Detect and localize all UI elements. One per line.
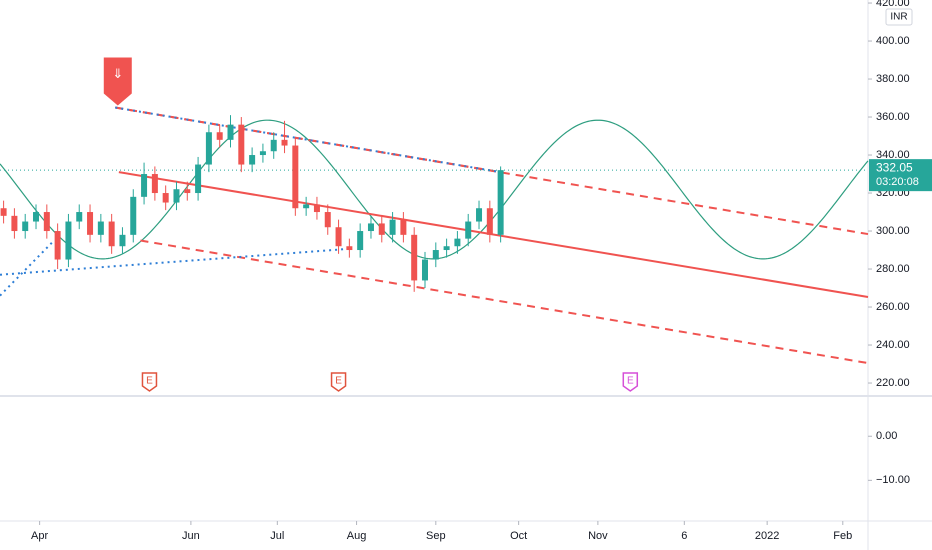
y-tick-label: 420.00	[876, 0, 910, 9]
last-price-box	[869, 159, 932, 192]
x-tick-label: Jul	[270, 530, 284, 542]
candle-body	[497, 170, 504, 235]
event-label: E	[335, 376, 342, 387]
candle-body	[357, 231, 364, 251]
signal-label: ⇓	[112, 66, 123, 81]
candle-body	[292, 145, 299, 209]
event-label: E	[146, 376, 153, 387]
candle-body	[173, 189, 180, 203]
y-tick-label: 400.00	[876, 35, 910, 47]
candle-body	[486, 208, 493, 235]
candle-body	[443, 246, 450, 251]
candle-body	[303, 204, 310, 209]
candle-body	[11, 215, 18, 232]
candle-body	[411, 234, 418, 281]
trend-line	[118, 171, 869, 298]
candle-body	[76, 212, 83, 222]
candle-body	[33, 212, 40, 222]
candle-body	[0, 208, 7, 216]
event-marker	[622, 372, 639, 392]
countdown-label: 03:20:08	[876, 176, 919, 188]
candle-body	[249, 155, 256, 165]
candle-body	[389, 219, 396, 235]
candle-body	[65, 221, 72, 260]
candle-body	[141, 174, 148, 197]
y-tick-label: 380.00	[876, 73, 910, 85]
x-tick-label: 2022	[755, 530, 779, 542]
candle-body	[87, 212, 94, 235]
candle-body	[108, 221, 115, 247]
candle-body	[367, 223, 374, 232]
candle-body	[43, 212, 50, 232]
candle-body	[54, 231, 61, 260]
x-tick-label: Nov	[588, 530, 608, 542]
candle-body	[335, 227, 342, 247]
y2-tick-label: −10.00	[876, 474, 910, 486]
x-tick-label: Aug	[347, 530, 367, 542]
y-tick-label: 300.00	[876, 225, 910, 237]
y-tick-label: 360.00	[876, 111, 910, 123]
candle-body	[432, 250, 439, 260]
y-tick-label: 260.00	[876, 301, 910, 313]
event-marker	[330, 372, 347, 392]
candle-body	[270, 139, 277, 152]
candle-body	[259, 151, 266, 156]
candle-body	[476, 208, 483, 222]
y-tick-label: 340.00	[876, 149, 910, 161]
event-marker	[141, 372, 158, 392]
candle-body	[346, 246, 353, 251]
candle-body	[22, 221, 29, 232]
candle-body	[313, 204, 320, 213]
candle-body	[324, 212, 331, 228]
candle-body	[205, 132, 212, 165]
candle-body	[162, 193, 169, 203]
candle-body	[378, 223, 385, 235]
trend-line	[0, 248, 346, 276]
y-tick-label: 220.00	[876, 377, 910, 389]
candle-body	[227, 124, 234, 140]
candle-body	[400, 219, 407, 235]
y-tick-label: 280.00	[876, 263, 910, 275]
candle-body	[281, 139, 288, 146]
currency: INR	[890, 12, 907, 23]
candle-body	[97, 221, 104, 235]
candle-body	[130, 196, 137, 235]
x-tick-label: Feb	[833, 530, 852, 542]
x-tick-label: 6	[681, 530, 687, 542]
candle-body	[151, 174, 158, 194]
y-tick-label: 240.00	[876, 339, 910, 351]
trend-line	[0, 239, 55, 297]
candle-body	[184, 189, 191, 194]
candle-body	[238, 124, 245, 165]
candle-body	[421, 259, 428, 281]
y2-tick-label: 0.00	[876, 430, 897, 442]
candle-body	[465, 221, 472, 239]
trend-line	[115, 106, 501, 174]
last-price-label: 332.05	[876, 160, 913, 174]
candle-body	[454, 238, 461, 247]
x-tick-label: Jun	[182, 530, 200, 542]
x-tick-label: Sep	[426, 530, 446, 542]
trend-line	[140, 239, 869, 365]
candle-body	[119, 234, 126, 247]
candle-body	[216, 132, 223, 140]
currency-box[interactable]	[885, 8, 913, 26]
x-tick-label: Apr	[31, 530, 48, 542]
event-label: E	[627, 376, 634, 387]
x-tick-label: Oct	[510, 530, 527, 542]
candle-body	[195, 164, 202, 194]
signal-flag	[103, 57, 132, 106]
